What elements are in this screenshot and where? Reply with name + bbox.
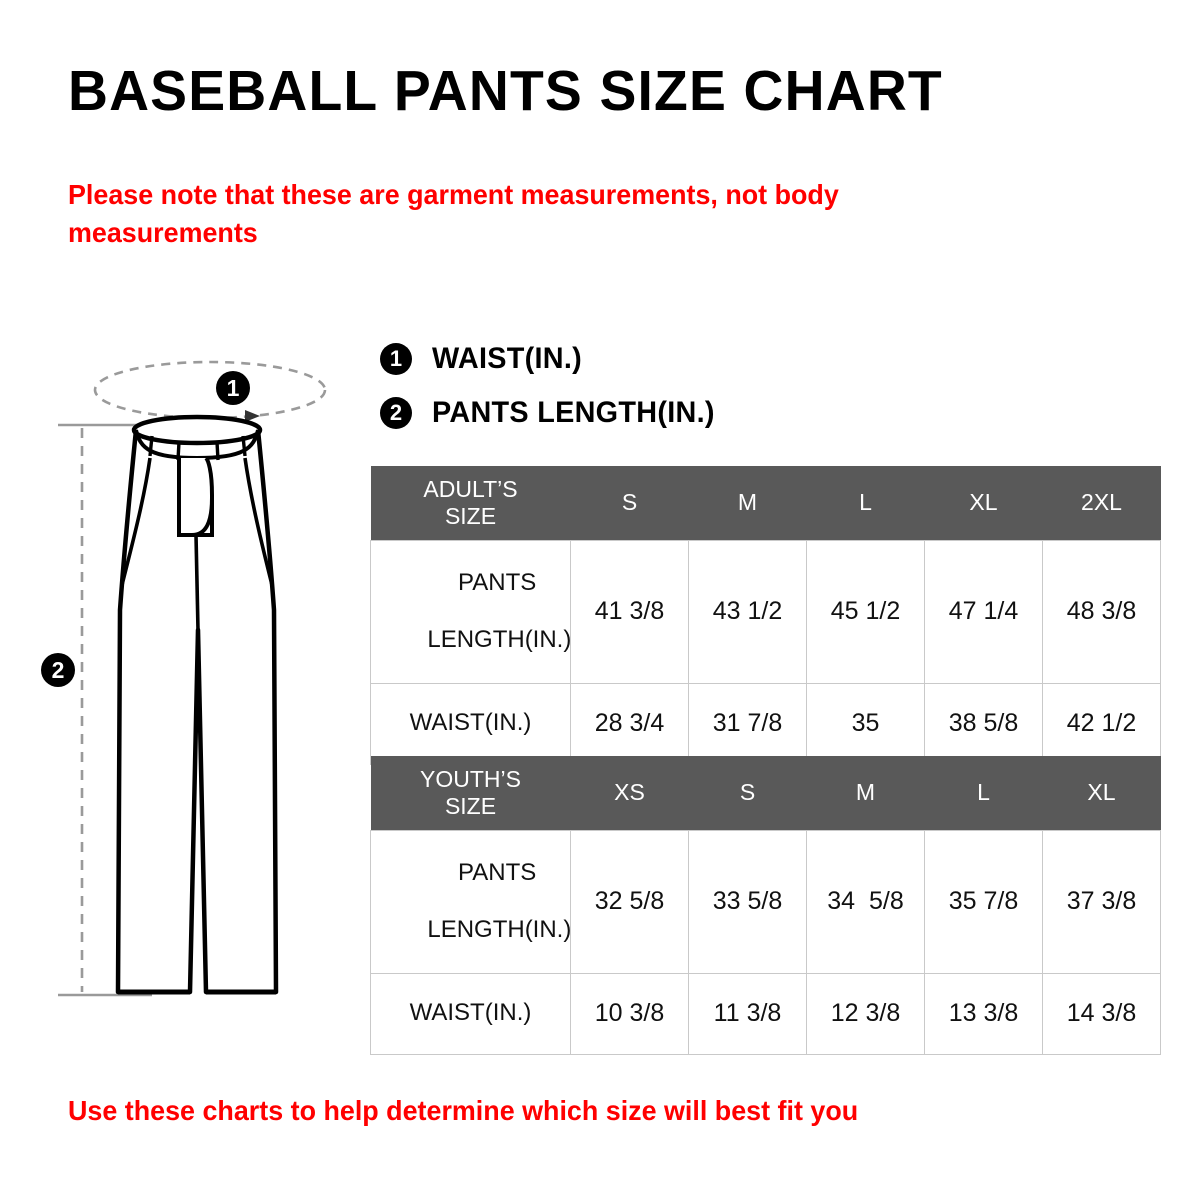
youth-col-xs: XS <box>570 756 689 831</box>
belt-loop-center-left <box>176 441 181 461</box>
legend-label-pants-length: PANTS LENGTH(IN.) <box>432 396 715 429</box>
adult-size-header-line2: SIZE <box>444 503 497 529</box>
youth-col-m: M <box>806 756 925 831</box>
belt-loop-right <box>241 435 247 457</box>
diagram-marker-one-label: 1 <box>227 375 240 401</box>
adult-row-label-line1: PANTS <box>458 569 537 597</box>
pants-diagram: 1 2 <box>40 330 380 1020</box>
adult-waist-l: 35 <box>806 682 925 765</box>
adult-size-header: ADULT’S SIZE <box>370 466 571 541</box>
size-guidance-note: Use these charts to help determine which… <box>68 1095 859 1126</box>
waist-opening <box>131 414 263 446</box>
adult-row-label-pants-length: PANTS LENGTH(IN.) <box>370 540 572 684</box>
table-row: WAIST(IN.) 28 3/4 31 7/8 35 38 5/8 42 1/… <box>370 682 1161 765</box>
waist-loop-arrowhead <box>245 410 260 422</box>
youth-waist-l: 13 3/8 <box>924 972 1043 1055</box>
adult-waist-s: 28 3/4 <box>570 682 689 765</box>
youth-size-header-line2: SIZE <box>444 793 497 819</box>
youth-pants-length-s: 33 5/8 <box>688 830 807 974</box>
adult-pants-length-2xl: 48 3/8 <box>1042 540 1161 684</box>
legend-item-pants-length: 2 PANTS LENGTH(IN.) <box>380 390 840 436</box>
legend-label-waist: WAIST(IN.) <box>432 342 583 375</box>
inseam-line <box>194 534 200 631</box>
adult-col-2xl: 2XL <box>1042 466 1161 541</box>
youth-pants-length-l: 35 7/8 <box>924 830 1043 974</box>
adult-waist-m: 31 7/8 <box>688 682 807 765</box>
marker-two-icon: 2 <box>380 397 412 429</box>
marker-one-icon: 1 <box>380 343 412 375</box>
diagram-marker-one-icon <box>216 371 250 405</box>
youth-col-xl: XL <box>1042 756 1161 831</box>
pocket-seam-right <box>243 457 274 586</box>
youth-row-label-line2: LENGTH(IN.) <box>427 915 572 943</box>
adult-pants-length-xl: 47 1/4 <box>924 540 1043 684</box>
youth-waist-xl: 14 3/8 <box>1042 972 1161 1055</box>
pants-outline <box>115 427 279 995</box>
adult-col-l: L <box>806 466 925 541</box>
measurement-legend: 1 WAIST(IN.) 2 PANTS LENGTH(IN.) <box>380 336 840 444</box>
adult-col-m: M <box>688 466 807 541</box>
diagram-marker-two-icon <box>41 653 75 687</box>
youth-col-s: S <box>688 756 807 831</box>
youth-waist-s: 11 3/8 <box>688 972 807 1055</box>
waist-loop-dashed-ellipse <box>93 360 327 420</box>
youth-size-header: YOUTH’S SIZE <box>370 756 571 831</box>
fly-curve <box>191 497 214 537</box>
belt-loop-left <box>148 435 154 457</box>
adult-row-label-waist: WAIST(IN.) <box>370 682 571 765</box>
youth-row-label-waist: WAIST(IN.) <box>370 972 571 1055</box>
fly-placket <box>177 456 214 537</box>
adult-size-table: ADULT’S SIZE S M L XL 2XL PANTS LENGTH(I… <box>370 466 1161 765</box>
youth-size-header-line1: YOUTH’S <box>420 765 521 792</box>
table-header-row: ADULT’S SIZE S M L XL 2XL <box>370 466 1161 541</box>
adult-waist-xl: 38 5/8 <box>924 682 1043 765</box>
diagram-marker-two-label: 2 <box>52 657 65 683</box>
adult-pants-length-l: 45 1/2 <box>806 540 925 684</box>
youth-row-label-line1: PANTS <box>458 859 537 887</box>
table-row: WAIST(IN.) 10 3/8 11 3/8 12 3/8 13 3/8 1… <box>370 972 1161 1055</box>
belt-loop-center-right <box>215 441 220 461</box>
youth-pants-length-xl: 37 3/8 <box>1042 830 1161 974</box>
youth-size-table: YOUTH’S SIZE XS S M L XL PANTS LENGTH(IN… <box>370 756 1161 1055</box>
legend-item-waist: 1 WAIST(IN.) <box>380 336 840 382</box>
adult-col-xl: XL <box>924 466 1043 541</box>
adult-size-header-line1: ADULT’S <box>423 475 518 502</box>
adult-pants-length-s: 41 3/8 <box>570 540 689 684</box>
adult-pants-length-m: 43 1/2 <box>688 540 807 684</box>
adult-col-s: S <box>570 466 689 541</box>
adult-row-label-line2: LENGTH(IN.) <box>427 625 572 653</box>
table-row: PANTS LENGTH(IN.) 32 5/8 33 5/8 34 5/8 3… <box>370 830 1161 974</box>
garment-measurement-note: Please note that these are garment measu… <box>68 179 839 248</box>
youth-col-l: L <box>924 756 1043 831</box>
table-row: PANTS LENGTH(IN.) 41 3/8 43 1/2 45 1/2 4… <box>370 540 1161 684</box>
youth-pants-length-xs: 32 5/8 <box>570 830 689 974</box>
youth-waist-m: 12 3/8 <box>806 972 925 1055</box>
pocket-seam-left <box>120 457 152 586</box>
youth-waist-xs: 10 3/8 <box>570 972 689 1055</box>
adult-waist-2xl: 42 1/2 <box>1042 682 1161 765</box>
youth-row-label-pants-length: PANTS LENGTH(IN.) <box>370 830 572 974</box>
youth-pants-length-m: 34 5/8 <box>806 830 925 974</box>
page-title: BASEBALL PANTS SIZE CHART <box>68 59 943 123</box>
table-header-row: YOUTH’S SIZE XS S M L XL <box>370 756 1161 831</box>
